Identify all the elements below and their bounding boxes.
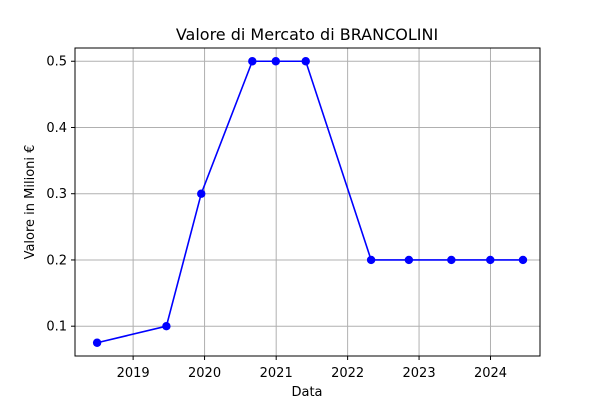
tick-layer: 2019 2020 2021 2022 2023 2024 0.1 0.2 0.3 0.4 0.5 (46, 55, 507, 381)
x-tick-label: 2024 (474, 366, 507, 381)
chart-title: Valore di Mercato di BRANCOLINI (176, 25, 438, 44)
data-point (248, 57, 257, 66)
x-tick-label: 2020 (188, 366, 221, 381)
y-tick-label: 0.2 (46, 253, 67, 268)
x-tick-label: 2022 (331, 366, 364, 381)
plot-frame (74, 47, 541, 357)
data-point (271, 57, 280, 66)
data-point (197, 189, 206, 198)
grid-layer (75, 48, 540, 356)
data-point (518, 255, 528, 265)
data-point (447, 255, 456, 265)
series-line (96, 60, 523, 344)
data-point (486, 255, 495, 265)
y-tick-label: 0.4 (46, 121, 67, 136)
y-tick-label: 0.1 (46, 320, 67, 335)
x-tick-label: 2021 (260, 366, 293, 381)
data-point (162, 321, 171, 331)
x-tick-label: 2023 (403, 366, 436, 381)
y-tick-label: 0.3 (46, 187, 67, 202)
y-axis-label: Valore in Milioni € (23, 145, 38, 260)
series-layer (92, 57, 528, 347)
y-tick-label: 0.5 (46, 55, 67, 70)
data-point (366, 255, 376, 265)
data-point (92, 338, 102, 347)
data-point (404, 255, 414, 265)
data-point (301, 57, 310, 66)
x-tick-label: 2019 (117, 366, 150, 381)
x-axis-label: Data (291, 385, 322, 400)
